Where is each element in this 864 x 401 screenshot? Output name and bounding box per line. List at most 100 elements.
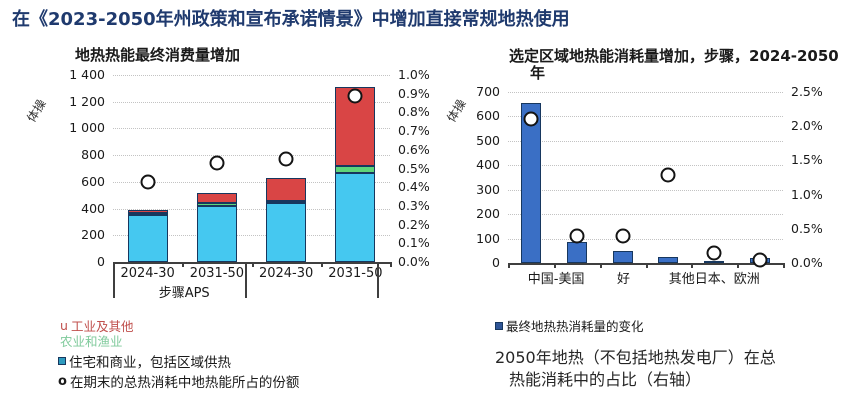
gridline bbox=[113, 235, 390, 237]
x-axis-tick bbox=[320, 262, 323, 267]
bar-segment bbox=[335, 166, 376, 174]
y2-axis-tick-label: 0.9% bbox=[398, 85, 430, 101]
gridline bbox=[113, 181, 390, 183]
y-axis-tick-label: 300 bbox=[476, 181, 500, 197]
bar-segment bbox=[266, 203, 307, 262]
y-axis-tick-label: 700 bbox=[476, 84, 500, 99]
x-axis-tick bbox=[390, 262, 392, 267]
bar-segment bbox=[566, 242, 587, 263]
x-axis-category-label: 2024-30 bbox=[258, 266, 314, 281]
legend-industry-label: 工业及其他 bbox=[70, 319, 134, 334]
gridline bbox=[508, 165, 783, 167]
share-circle-icon: o bbox=[58, 373, 67, 389]
bar-segment bbox=[266, 200, 307, 204]
y2-axis-tick-label: 0.0% bbox=[791, 255, 823, 270]
gridline bbox=[508, 189, 783, 191]
scatter-point bbox=[347, 88, 363, 104]
bar-segment bbox=[127, 215, 168, 262]
gridline bbox=[508, 92, 783, 93]
residential-square-icon bbox=[58, 357, 66, 365]
industry-marker: u bbox=[60, 318, 68, 333]
bar-segment bbox=[196, 202, 237, 206]
y-axis-tick-label: 400 bbox=[476, 157, 500, 173]
legend-share: o 在期末的总热消耗中地热能所占的份额 bbox=[58, 371, 300, 392]
y-axis-tick-label: 1 200 bbox=[69, 93, 105, 109]
x-axis-region-label: 好 bbox=[616, 272, 631, 287]
left-chart-title: 地热热能最终消费量增加 bbox=[75, 46, 241, 64]
group-separator bbox=[113, 262, 115, 298]
y-axis-tick-label: 400 bbox=[81, 200, 105, 216]
right-chart-title-line1: 选定区域地热能消耗量增加，步骤，2024-2050 bbox=[509, 47, 839, 65]
bar-segment bbox=[335, 173, 376, 262]
y2-axis-tick-label: 0.0% bbox=[398, 254, 430, 269]
bar-segment bbox=[704, 261, 725, 264]
x-axis-tick bbox=[783, 263, 785, 268]
y-axis-tick-label: 0 bbox=[492, 255, 500, 270]
y2-axis-tick-label: 0.4% bbox=[398, 179, 430, 195]
bar-segment bbox=[658, 256, 679, 263]
bar-segment bbox=[196, 192, 237, 203]
y2-axis-tick-label: 0.5% bbox=[398, 160, 430, 176]
y-axis-tick-label: 200 bbox=[81, 227, 105, 243]
x-axis-region-label: 中国-美国 bbox=[527, 272, 585, 287]
bar-segment bbox=[127, 213, 168, 216]
scenario-group-labels: 步骤APS bbox=[158, 286, 210, 301]
scatter-point bbox=[209, 155, 225, 171]
x-axis-tick bbox=[182, 262, 185, 267]
x-axis-category-label: 2031-50 bbox=[189, 266, 245, 281]
scatter-point bbox=[660, 167, 676, 183]
legend-industry: u 工业及其他 bbox=[60, 316, 133, 335]
right-chart-title-line2: 年 bbox=[530, 64, 546, 82]
y2-axis-tick-label: 1.0% bbox=[398, 67, 430, 82]
y-axis-tick-label: 0 bbox=[97, 254, 105, 269]
legend-final-consumption: 最终地热热消耗量的变化 bbox=[495, 316, 644, 335]
x-axis-category-label: 2024-30 bbox=[120, 266, 175, 281]
bar-segment bbox=[612, 250, 633, 263]
y2-axis-tick-label: 0.5% bbox=[791, 220, 823, 236]
bar-segment bbox=[520, 102, 541, 263]
y2-axis-tick-label: 0.7% bbox=[398, 123, 430, 139]
gridline bbox=[508, 214, 783, 216]
y2-axis-tick-label: 1.0% bbox=[791, 186, 823, 202]
scatter-point bbox=[706, 245, 722, 261]
page-title: 在《2023-2050年州政策和宣布承诺情景》中增加直接常规地热使用 bbox=[12, 9, 570, 30]
y2-axis-tick-label: 0.8% bbox=[398, 104, 430, 120]
gridline bbox=[113, 75, 390, 76]
y-axis-tick-label: 600 bbox=[81, 173, 105, 189]
legend-share-label: 在期末的总热消耗中地热能所占的份额 bbox=[69, 375, 300, 391]
y-axis-tick-label: 600 bbox=[476, 108, 500, 124]
x-axis-tick bbox=[599, 263, 602, 268]
final-consumption-square-icon bbox=[495, 321, 503, 330]
legend-residential: 住宅和商业，包括区域供热 bbox=[58, 351, 231, 371]
y2-axis-tick-label: 0.6% bbox=[398, 141, 430, 157]
y-axis-tick-label: 1 400 bbox=[69, 67, 105, 82]
bar-segment bbox=[196, 205, 237, 262]
y2-axis-tick-label: 1.5% bbox=[791, 152, 823, 168]
x-axis-category-label: 2031-50 bbox=[328, 266, 383, 281]
gridline bbox=[508, 116, 783, 118]
x-axis-tick bbox=[251, 262, 254, 267]
scatter-point bbox=[752, 252, 768, 268]
bar-segment bbox=[127, 209, 168, 214]
x-axis-tick bbox=[737, 263, 740, 268]
y-axis-tick-label: 100 bbox=[476, 230, 500, 246]
y-axis-tick-label: 200 bbox=[476, 206, 500, 222]
gridline bbox=[113, 208, 390, 210]
legend-final-consumption-label: 最终地热热消耗量的变化 bbox=[506, 319, 644, 334]
scatter-point bbox=[523, 111, 539, 127]
caption-line2: 热能消耗中的占比（右轴） bbox=[509, 370, 702, 389]
x-axis-tick bbox=[645, 263, 648, 268]
gridline bbox=[113, 155, 390, 157]
group-separator bbox=[245, 262, 248, 298]
y2-axis-tick-label: 0.1% bbox=[398, 235, 430, 251]
bar-segment bbox=[266, 177, 307, 201]
legend-residential-label: 住宅和商业，包括区域供热 bbox=[69, 355, 231, 371]
y2-axis-tick-label: 0.3% bbox=[398, 197, 430, 213]
scatter-point bbox=[569, 228, 585, 244]
y-axis-tick-label: 500 bbox=[476, 132, 500, 148]
y2-axis-tick-label: 0.2% bbox=[398, 216, 430, 232]
scatter-point bbox=[615, 228, 631, 244]
gridline bbox=[508, 140, 783, 142]
gridline bbox=[113, 101, 390, 103]
